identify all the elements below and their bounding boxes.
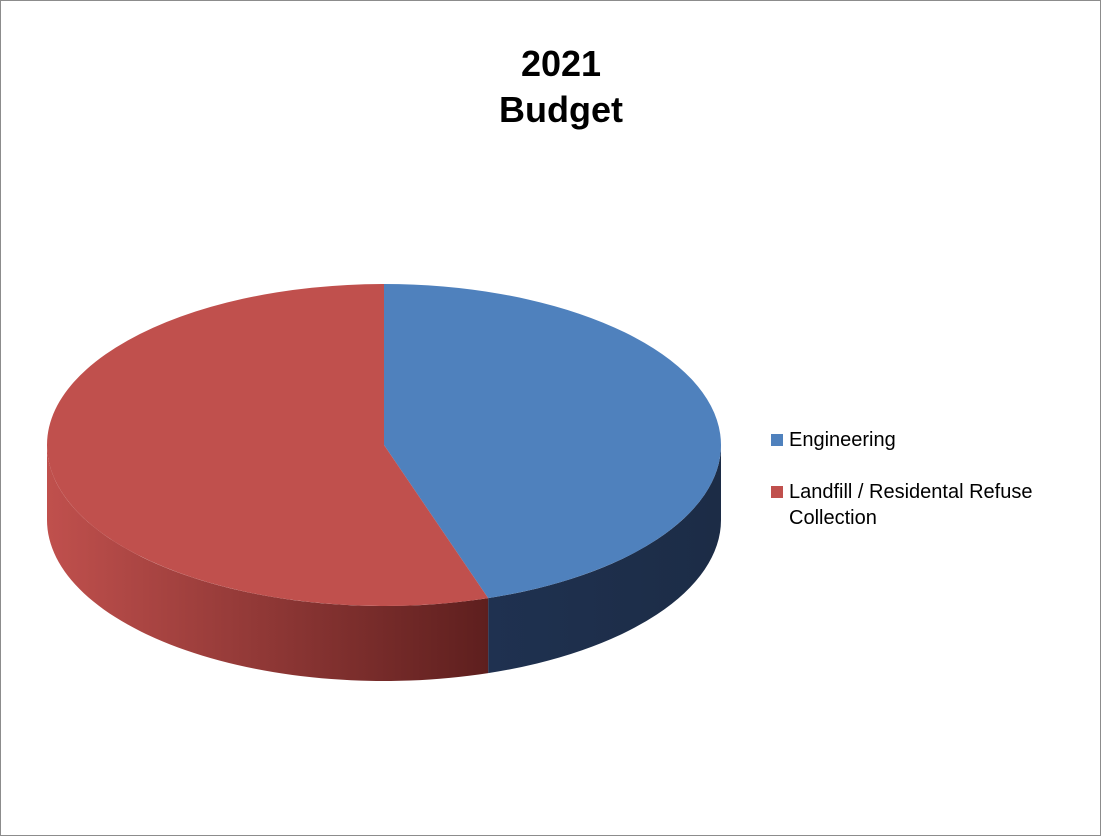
- chart-title: 2021 Budget: [381, 41, 741, 133]
- legend-label-engineering: Engineering: [789, 429, 896, 451]
- pie-slice-landfill-residental-refuse-collection: [47, 284, 489, 606]
- pie-slice-engineering: [384, 284, 722, 599]
- pie-side-landfill-residental-refuse-collection: [47, 445, 489, 681]
- legend-swatch-landfill: [771, 486, 783, 498]
- legend-swatch-engineering: [771, 434, 783, 446]
- legend-item-landfill: Landfill / Residental Refuse Collection: [771, 479, 1091, 531]
- chart-title-line-2: Budget: [499, 89, 623, 130]
- chart-title-line-1: 2021: [520, 43, 602, 84]
- legend-item-engineering: Engineering: [771, 427, 1091, 453]
- pie-side-engineering: [488, 445, 721, 674]
- legend-label-landfill: Landfill / Residental Refuse Collection: [789, 481, 1033, 529]
- legend: Engineering Landfill / Residental Refuse…: [771, 427, 1091, 557]
